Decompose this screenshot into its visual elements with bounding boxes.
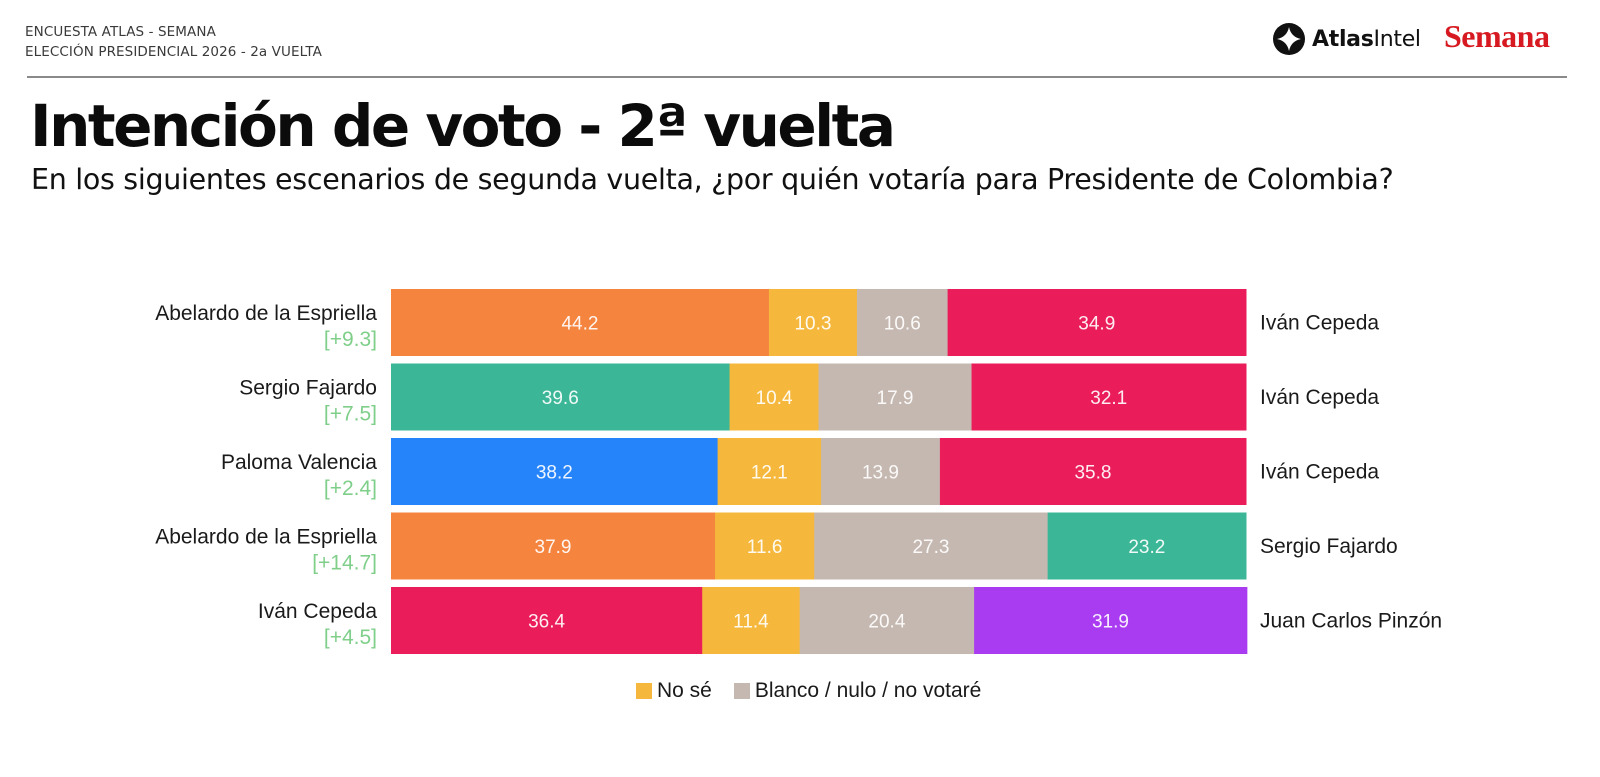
page-subtitle: En los siguientes escenarios de segunda … (31, 163, 1394, 196)
bar-segment-right-candidate (974, 587, 1248, 654)
chart-row-2: 39.6 10.4 17.9 32.1 Sergio Fajardo [+7.5] Iván… (239, 363, 1379, 431)
segment-value-label: 34.9 (1078, 314, 1115, 335)
bar-segment-right-candidate (971, 363, 1247, 431)
segment-value-label: 31.9 (1092, 612, 1129, 633)
segment-value-label: 32.1 (1090, 388, 1127, 409)
page-title: Intención de voto - 2ª vuelta (30, 92, 896, 160)
segment-value-label: 13.9 (862, 463, 899, 484)
legend-item-no-se: No sé (636, 679, 712, 703)
right-candidate-label: Iván Cepeda (1260, 461, 1379, 484)
segment-value-label: 10.6 (884, 314, 921, 335)
atlasintel-wordmark: AtlasIntel (1312, 26, 1421, 52)
left-candidate-label: Abelardo de la Espriella (155, 526, 377, 549)
bar-segment-no-se (702, 587, 801, 654)
segment-value-label: 10.4 (756, 388, 793, 409)
segment-value-label: 44.2 (561, 314, 598, 335)
segment-value-label: 37.9 (535, 537, 572, 558)
chart-legend: No sé Blanco / nulo / no votaré (636, 679, 1003, 703)
chart-row-4: 37.9 11.6 27.3 23.2 Abelardo de la Espriella… (155, 512, 1398, 580)
lead-margin-label: [+9.3] (324, 328, 377, 351)
segment-value-label: 38.2 (536, 463, 573, 484)
bar-segment-no-se (729, 363, 819, 431)
segment-value-label: 12.1 (751, 463, 788, 484)
lead-margin-label: [+14.7] (312, 552, 377, 575)
right-candidate-label: Iván Cepeda (1260, 386, 1379, 409)
election-name: ELECCIÓN PRESIDENCIAL 2026 - 2a VUELTA (25, 44, 323, 60)
left-candidate-label: Abelardo de la Espriella (155, 302, 377, 325)
legend-swatch-blanco (733, 683, 750, 699)
lead-margin-label: [+2.4] (324, 477, 377, 500)
segment-value-label: 36.4 (528, 612, 565, 633)
bar-segment-no-se (768, 289, 858, 356)
survey-name: ENCUESTA ATLAS - SEMANA (25, 24, 216, 40)
legend-swatch-no-se (636, 683, 652, 699)
segment-value-label: 35.8 (1074, 463, 1111, 484)
bar-segment-blanco (814, 512, 1049, 580)
right-candidate-label: Juan Carlos Pinzón (1260, 610, 1442, 633)
lead-margin-label: [+4.5] (324, 626, 377, 649)
bar-segment-blanco (821, 438, 941, 505)
atlasintel-logo: AtlasIntel (1272, 22, 1421, 56)
segment-value-label: 27.3 (912, 537, 949, 558)
chart-row-1: 44.2 10.3 10.6 34.9 Abelardo de la Espriella… (155, 289, 1379, 356)
left-candidate-label: Iván Cepeda (258, 600, 377, 623)
segment-value-label: 17.9 (877, 388, 914, 409)
bar-segment-left-candidate (391, 438, 719, 505)
right-candidate-label: Iván Cepeda (1260, 312, 1379, 335)
atlasintel-diamond-icon (1273, 23, 1305, 55)
header-divider (27, 76, 1567, 78)
bar-segment-right-candidate (947, 289, 1247, 356)
left-candidate-label: Paloma Valencia (221, 451, 377, 474)
bar-segment-right-candidate (939, 438, 1247, 505)
chart-row-5: 36.4 11.4 20.4 31.9 Iván Cepeda [+4.5] Juan Ca… (258, 587, 1442, 654)
bar-segment-blanco (799, 587, 975, 654)
semana-logo: Semana (1444, 18, 1550, 54)
lead-margin-label: [+7.5] (324, 403, 377, 426)
bar-segment-left-candidate (391, 512, 716, 580)
left-candidate-label: Sergio Fajardo (239, 377, 377, 400)
segment-value-label: 10.3 (794, 314, 831, 335)
segment-value-label: 23.2 (1128, 537, 1165, 558)
bar-segment-left-candidate (391, 363, 731, 431)
legend-item-blanco: Blanco / nulo / no votaré (733, 679, 982, 703)
bar-segment-blanco (818, 363, 973, 431)
segment-value-label: 11.4 (733, 612, 769, 633)
segment-value-label: 39.6 (542, 388, 579, 409)
segment-value-label: 11.6 (747, 537, 783, 558)
bar-segment-no-se (717, 438, 822, 505)
bar-segment-right-candidate (1047, 512, 1247, 580)
segment-value-label: 20.4 (868, 612, 905, 633)
survey-header: ENCUESTA ATLAS - SEMANA ELECCIÓN PRESIDE… (25, 22, 322, 62)
legend-label-blanco: Blanco / nulo / no votaré (754, 679, 982, 702)
chart-row-3: 38.2 12.1 13.9 35.8 Paloma Valencia [+2.4] Ivá… (221, 438, 1379, 505)
legend-label-no-se: No sé (657, 679, 712, 702)
bar-segment-no-se (715, 512, 815, 580)
bar-segment-left-candidate (391, 587, 703, 654)
bar-segment-left-candidate (391, 289, 770, 356)
bar-segment-blanco (856, 289, 949, 356)
right-candidate-label: Sergio Fajardo (1260, 535, 1398, 558)
